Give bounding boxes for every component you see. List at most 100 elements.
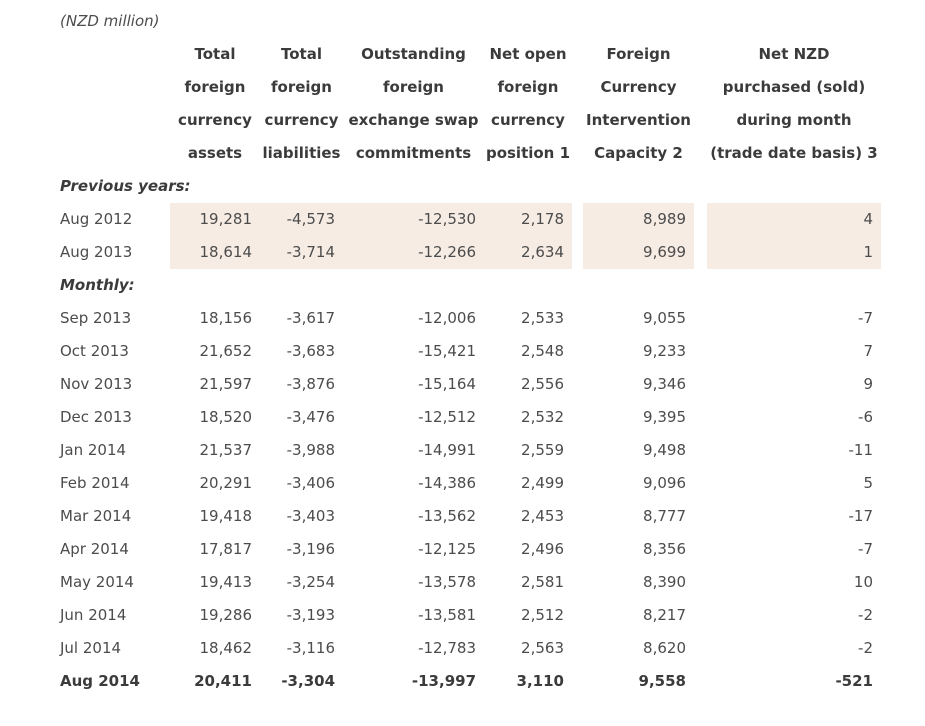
value-cell: -3,714	[260, 236, 343, 269]
column-gap	[694, 500, 707, 533]
value-cell: -11	[848, 441, 874, 459]
column-gap	[572, 566, 583, 599]
value-cell: 8,620	[643, 639, 686, 657]
table-row: May 2014 19,413 -3,254 -13,578 2,581 8,390 10	[60, 566, 881, 599]
value-cell: -3,304	[281, 672, 335, 690]
value-cell: 3,110	[516, 672, 564, 690]
column-gap	[572, 665, 583, 698]
row-label: Aug 2012	[60, 210, 133, 228]
column-gap	[572, 434, 583, 467]
value-cell: 19,281	[170, 203, 260, 236]
reserves-report: (NZD million) Total foreign currency ass…	[60, 12, 881, 698]
value-cell: -3,193	[286, 606, 335, 624]
value-cell: 10	[853, 573, 873, 591]
value-cell: -3,476	[286, 408, 335, 426]
column-header: Foreign Currency Intervention Capacity 2	[586, 45, 691, 162]
value-cell: -7	[858, 540, 873, 558]
table-row: Dec 2013 18,520 -3,476 -12,512 2,532 9,395 -6	[60, 401, 881, 434]
value-cell: 8,989	[583, 203, 694, 236]
value-cell: 2,634	[484, 236, 572, 269]
value-cell: 1	[707, 236, 881, 269]
value-cell: 20,291	[199, 474, 253, 492]
value-cell: -13,578	[418, 573, 476, 591]
value-cell: 21,537	[199, 441, 253, 459]
value-cell: 9,096	[643, 474, 686, 492]
header-spacer	[60, 38, 170, 170]
value-cell: 8,777	[643, 507, 686, 525]
value-cell: -521	[835, 672, 873, 690]
value-cell: -14,386	[418, 474, 476, 492]
value-cell: -15,421	[418, 342, 476, 360]
table-row: Jun 2014 19,286 -3,193 -13,581 2,512 8,217 -2	[60, 599, 881, 632]
value-cell: 18,156	[199, 309, 253, 327]
value-cell: -17	[848, 507, 874, 525]
value-cell: 9,395	[643, 408, 686, 426]
row-label: Aug 2013	[60, 243, 133, 261]
value-cell: 21,597	[199, 375, 253, 393]
table-row: Jul 2014 18,462 -3,116 -12,783 2,563 8,620 -2	[60, 632, 881, 665]
value-cell: 9	[863, 375, 873, 393]
value-cell: 18,614	[170, 236, 260, 269]
value-cell: -12,125	[418, 540, 476, 558]
row-label: Aug 2014	[60, 672, 140, 690]
table-row: Mar 2014 19,418 -3,403 -13,562 2,453 8,777 -17	[60, 500, 881, 533]
value-cell: 4	[707, 203, 881, 236]
value-cell: 18,462	[199, 639, 253, 657]
row-label: Oct 2013	[60, 342, 129, 360]
table-row: Aug 2014 20,411 -3,304 -13,997 3,110 9,558 -52…	[60, 665, 881, 698]
column-gap	[572, 302, 583, 335]
value-cell: -13,581	[418, 606, 476, 624]
column-gap	[572, 599, 583, 632]
column-gap	[694, 401, 707, 434]
column-gap	[572, 203, 583, 236]
row-label: May 2014	[60, 573, 134, 591]
value-cell: -3,683	[286, 342, 335, 360]
row-label: Feb 2014	[60, 474, 130, 492]
value-cell: 2,178	[484, 203, 572, 236]
value-cell: -6	[858, 408, 873, 426]
section-row: Monthly:	[60, 269, 881, 302]
value-cell: 8,356	[643, 540, 686, 558]
value-cell: 9,699	[583, 236, 694, 269]
table-row: Apr 2014 17,817 -3,196 -12,125 2,496 8,356 -7	[60, 533, 881, 566]
table-row: Aug 2013 18,614 -3,714 -12,266 2,634 9,699 1	[60, 236, 881, 269]
table-row: Aug 2012 19,281 -4,573 -12,530 2,178 8,989 4	[60, 203, 881, 236]
value-cell: 2,453	[521, 507, 564, 525]
column-header: Net open foreign currency position 1	[485, 45, 571, 162]
row-label: Dec 2013	[60, 408, 132, 426]
value-cell: 17,817	[199, 540, 253, 558]
row-label: Jun 2014	[60, 606, 127, 624]
row-label: Mar 2014	[60, 507, 132, 525]
value-cell: -3,876	[286, 375, 335, 393]
value-cell: 2,548	[521, 342, 564, 360]
value-cell: 2,533	[521, 309, 564, 327]
column-gap	[572, 335, 583, 368]
column-gap	[572, 533, 583, 566]
value-cell: 2,563	[521, 639, 564, 657]
column-gap	[694, 599, 707, 632]
column-header: Total foreign currency liabilities	[262, 45, 341, 162]
table-row: Nov 2013 21,597 -3,876 -15,164 2,556 9,346 9	[60, 368, 881, 401]
value-cell: -12,783	[418, 639, 476, 657]
column-gap	[694, 203, 707, 236]
column-gap	[694, 236, 707, 269]
value-cell: 9,558	[638, 672, 686, 690]
column-header: Outstanding foreign exchange swap commit…	[348, 45, 479, 162]
value-cell: -12,512	[418, 408, 476, 426]
value-cell: -7	[858, 309, 873, 327]
value-cell: -14,991	[418, 441, 476, 459]
value-cell: 2,581	[521, 573, 564, 591]
value-cell: -3,617	[286, 309, 335, 327]
value-cell: -12,266	[343, 236, 484, 269]
column-gap	[572, 467, 583, 500]
row-label: Apr 2014	[60, 540, 129, 558]
value-cell: 20,411	[194, 672, 252, 690]
column-gap	[694, 38, 707, 170]
value-cell: 19,286	[199, 606, 253, 624]
value-cell: 2,496	[521, 540, 564, 558]
value-cell: -2	[858, 606, 873, 624]
column-gap	[694, 665, 707, 698]
value-cell: 2,559	[521, 441, 564, 459]
column-gap	[694, 335, 707, 368]
column-header: Total foreign currency assets	[178, 45, 252, 162]
